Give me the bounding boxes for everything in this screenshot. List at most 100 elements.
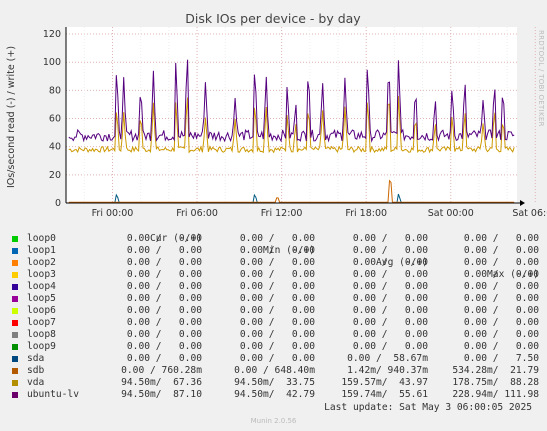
legend-avg: 0.00 / 0.00: [352, 233, 428, 244]
legend-avg: 1.42m/ 940.37m: [347, 365, 428, 376]
legend-swatch: [12, 284, 18, 290]
legend-min: 0.00 / 0.00: [239, 257, 315, 268]
y-tick-label: 0: [55, 198, 61, 209]
legend-max: 0.00 / 7.50: [463, 353, 539, 364]
legend-row-vda: vda 94.50m/ 67.36 94.50m/ 33.75 159.57m/ 43…: [12, 377, 539, 389]
legend-min: 0.00 / 0.00: [239, 269, 315, 280]
y-tick-label: 20: [49, 170, 61, 181]
header-max: Max (-/+): [487, 269, 539, 280]
legend-avg: 0.00 / 0.00: [352, 245, 428, 256]
y-axis-label: IOs/second read (-) / write (+): [6, 46, 17, 188]
legend-max: 0.00 / 0.00: [463, 245, 539, 256]
legend-row-loop8: loop8 0.00 / 0.00 0.00 / 0.00 0.00 / 0.00 0.…: [12, 329, 539, 341]
legend-cur: 0.00 / 0.00: [126, 281, 202, 292]
y-ticks: 0 20 40 60 80 100 120: [43, 29, 61, 209]
legend-avg: 0.00 / 0.00: [352, 257, 428, 268]
legend-name: ubuntu-lv: [27, 389, 79, 400]
legend-swatch: [12, 380, 18, 386]
legend-name: loop7: [27, 317, 56, 328]
y-tick-label: 100: [43, 57, 61, 68]
legend-row-loop5: loop5 0.00 / 0.00 0.00 / 0.00 0.00 / 0.00 0.…: [12, 293, 539, 305]
legend-avg: 0.00 / 0.00: [352, 293, 428, 304]
legend-cur: 0.00 / 0.00: [126, 305, 202, 316]
legend-row-loop6: loop6 0.00 / 0.00 0.00 / 0.00 0.00 / 0.00 0.…: [12, 305, 539, 317]
legend-min: 0.00 / 0.00: [239, 317, 315, 328]
legend-avg: 0.00 / 0.00: [352, 305, 428, 316]
legend-max: 0.00 / 0.00: [463, 281, 539, 292]
legend-name: sda: [27, 353, 45, 364]
legend-cur: 0.00 / 0.00: [126, 257, 202, 268]
legend-name: loop0: [27, 233, 56, 244]
legend-min: 0.00 / 0.00: [239, 245, 315, 256]
legend-name: loop5: [27, 293, 56, 304]
legend-row-ubuntu-lv: ubuntu-lv 94.50m/ 87.10 94.50m/ 42.79 159.7…: [12, 389, 539, 401]
legend-min: 94.50m/ 42.79: [234, 389, 315, 400]
legend-avg: 0.00 / 0.00: [352, 317, 428, 328]
legend-name: loop1: [27, 245, 56, 256]
legend-swatch: [12, 296, 18, 302]
series-line-vda: [68, 95, 515, 154]
legend-row-loop4: loop4 0.00 / 0.00 0.00 / 0.00 0.00 / 0.00 0.…: [12, 281, 539, 293]
legend-row-loop3: loop3 0.00 / 0.00 0.00 / 0.00 0.00 / 0.00 0.…: [12, 269, 539, 281]
series-line-ubuntu-lv: [68, 59, 515, 143]
legend-swatch: [12, 248, 18, 254]
legend-name: loop6: [27, 305, 56, 316]
legend-min: 0.00 / 0.00: [239, 281, 315, 292]
legend-row-loop2: loop2 0.00 / 0.00 0.00 / 0.00 0.00 / 0.00 0.…: [12, 257, 539, 269]
legend-swatch: [12, 344, 18, 350]
series-line-sdb: [68, 179, 515, 203]
x-ticks: Fri 00:00 Fri 06:00 Fri 12:00 Fri 18:00 Sat …: [92, 208, 547, 219]
x-tick-label: Fri 18:00: [345, 208, 387, 219]
legend-max: 228.94m/ 111.98: [452, 389, 539, 400]
x-tick-label: Fri 06:00: [176, 208, 218, 219]
legend-cur: 0.00 / 0.00: [126, 233, 202, 244]
legend-swatch: [12, 368, 18, 374]
legend-rows: loop0 0.00 / 0.00 0.00 / 0.00 0.00 / 0.00 0.…: [12, 233, 539, 401]
last-update: Last update: Sat May 3 06:00:05 2025: [324, 402, 532, 413]
legend-swatch: [12, 392, 18, 398]
x-tick-label: Sat 06:00: [512, 208, 547, 219]
legend-cur: 0.00 / 0.00: [126, 245, 202, 256]
legend-cur: 94.50m/ 67.36: [121, 377, 202, 388]
legend-min: 0.00 / 648.40m: [234, 365, 315, 376]
munin-version: Munin 2.0.56: [250, 417, 297, 425]
legend-swatch: [12, 272, 18, 278]
header-avg: Avg (-/+): [376, 257, 428, 268]
legend-min: 0.00 / 0.00: [239, 233, 315, 244]
legend-table: Cur (-/+) Min (-/+) Avg (-/+) Max (-/+) …: [12, 221, 539, 401]
x-axis-arrow: [520, 200, 525, 206]
legend-avg: 0.00 / 0.00: [352, 281, 428, 292]
legend-cur: 0.00 / 0.00: [126, 329, 202, 340]
legend-row-loop0: loop0 0.00 / 0.00 0.00 / 0.00 0.00 / 0.00 0.…: [12, 233, 539, 245]
legend-cur: 0.00 / 760.28m: [121, 365, 202, 376]
legend-cur: 0.00 / 0.00: [126, 269, 202, 280]
legend-max: 0.00 / 0.00: [463, 305, 539, 316]
legend-swatch: [12, 260, 18, 266]
legend-swatch: [12, 236, 18, 242]
y-tick-label: 60: [49, 114, 61, 125]
legend-name: loop9: [27, 341, 56, 352]
legend-max: 0.00 / 0.00: [463, 233, 539, 244]
legend-name: sdb: [27, 365, 45, 376]
x-tick-label: Fri 00:00: [92, 208, 134, 219]
header-cur: Cur (-/+): [150, 233, 202, 244]
legend-max: 0.00 / 0.00: [463, 341, 539, 352]
legend-cur: 0.00 / 0.00: [126, 317, 202, 328]
header-min: Min (-/+): [263, 245, 315, 256]
legend-row-loop9: loop9 0.00 / 0.00 0.00 / 0.00 0.00 / 0.00 0.…: [12, 341, 539, 353]
legend-row-loop1: loop1 0.00 / 0.00 0.00 / 0.00 0.00 / 0.00 0.…: [12, 245, 539, 257]
legend-min: 0.00 / 0.00: [239, 341, 315, 352]
legend-avg: 0.00 / 58.67m: [347, 353, 428, 364]
legend-swatch: [12, 356, 18, 362]
legend-name: loop4: [27, 281, 56, 292]
plot-area: [66, 27, 517, 203]
legend-cur: 94.50m/ 87.10: [121, 389, 202, 400]
legend-cur: 0.00 / 0.00: [126, 341, 202, 352]
legend-swatch: [12, 320, 18, 326]
legend-avg: 0.00 / 0.00: [352, 341, 428, 352]
legend-max: 0.00 / 0.00: [463, 257, 539, 268]
legend-row-sdb: sdb 0.00 / 760.28m 0.00 / 648.40m 1.42m/ 94…: [12, 365, 539, 377]
legend-avg: 159.74m/ 55.61: [341, 389, 428, 400]
legend-max: 0.00 / 0.00: [463, 329, 539, 340]
legend-name: loop2: [27, 257, 56, 268]
